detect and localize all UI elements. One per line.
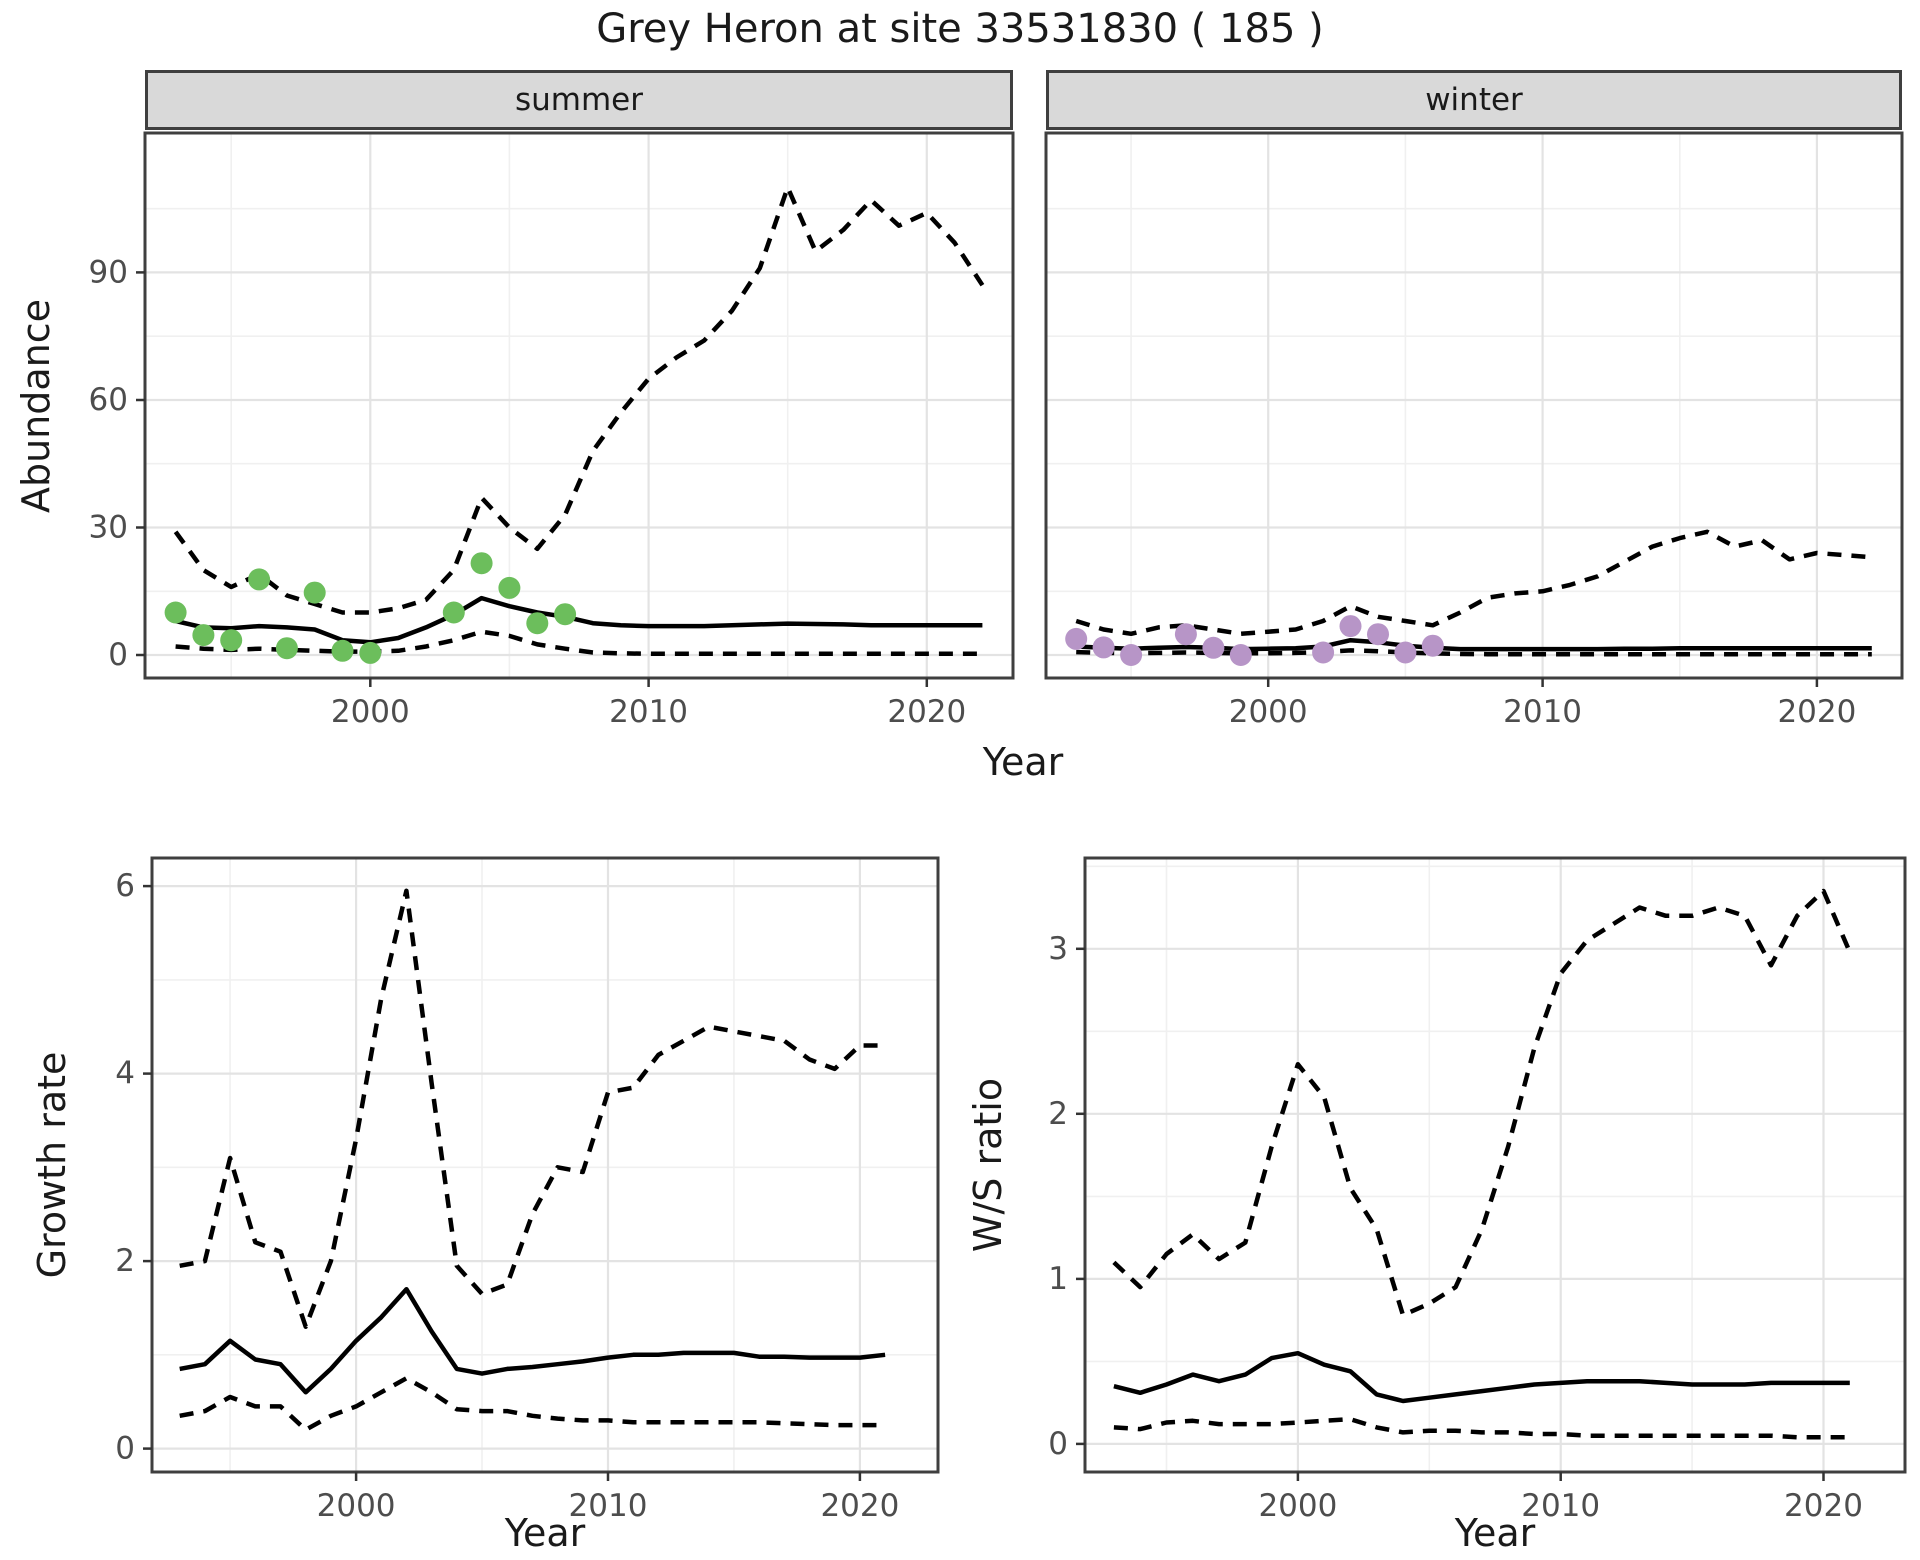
svg-text:2010: 2010 xyxy=(1521,1488,1600,1524)
growth-year-axis-title: Year xyxy=(504,1511,586,1555)
svg-text:90: 90 xyxy=(89,254,128,290)
abundance-axis-title: Abundance xyxy=(14,298,58,514)
svg-text:0: 0 xyxy=(108,637,128,673)
top-year-axis-title: Year xyxy=(982,740,1064,784)
svg-text:0: 0 xyxy=(115,1431,135,1467)
svg-text:6: 6 xyxy=(115,868,135,904)
svg-text:2020: 2020 xyxy=(820,1488,899,1524)
svg-text:2: 2 xyxy=(1048,1096,1068,1132)
svg-text:2000: 2000 xyxy=(1258,1488,1337,1524)
growth-rate-axis-title: Growth rate xyxy=(30,1051,74,1279)
facet-strip-winter-label: winter xyxy=(1425,82,1523,118)
svg-text:2000: 2000 xyxy=(331,694,410,730)
svg-text:2010: 2010 xyxy=(1503,694,1582,730)
ws-ratio-axis-title: W/S ratio xyxy=(966,1077,1010,1253)
ws-year-axis-title: Year xyxy=(1454,1511,1536,1555)
svg-text:60: 60 xyxy=(89,382,128,418)
svg-text:30: 30 xyxy=(89,510,128,546)
svg-text:2000: 2000 xyxy=(317,1488,396,1524)
svg-text:0: 0 xyxy=(1048,1426,1068,1462)
svg-text:2020: 2020 xyxy=(887,694,966,730)
svg-text:2010: 2010 xyxy=(609,694,688,730)
svg-text:4: 4 xyxy=(115,1056,135,1092)
svg-text:2: 2 xyxy=(115,1243,135,1279)
facet-strip-summer: summer xyxy=(145,70,1013,130)
svg-text:3: 3 xyxy=(1048,931,1068,967)
svg-text:2020: 2020 xyxy=(1777,694,1856,730)
page-title: Grey Heron at site 33531830 ( 185 ) xyxy=(596,6,1324,52)
svg-text:1: 1 xyxy=(1048,1261,1068,1297)
svg-text:2000: 2000 xyxy=(1229,694,1308,730)
svg-text:2010: 2010 xyxy=(569,1488,648,1524)
facet-strip-winter: winter xyxy=(1046,70,1902,130)
facet-strip-summer-label: summer xyxy=(514,82,643,118)
svg-text:2020: 2020 xyxy=(1784,1488,1863,1524)
